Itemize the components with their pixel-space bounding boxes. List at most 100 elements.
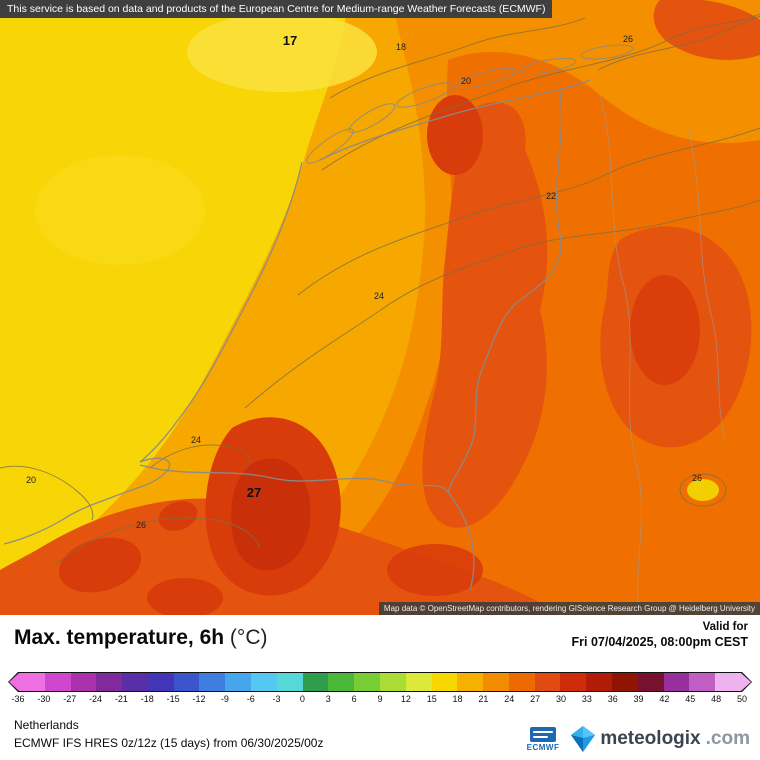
- colorbar-segment: [354, 673, 380, 691]
- deep-red-spot-east: [630, 275, 700, 385]
- colorbar-segment: [328, 673, 354, 691]
- ecmwf-logo-icon: [529, 727, 556, 742]
- deep-red-spot-south: [147, 578, 223, 615]
- valid-time-block: Valid for Fri 07/04/2025, 08:00pm CEST: [572, 621, 748, 649]
- colorbar-segment: [225, 673, 251, 691]
- colorbar-tick-label: 6: [351, 694, 357, 704]
- colorbar-tick-label: 0: [299, 694, 305, 704]
- map-contour-label: 20: [26, 475, 36, 485]
- sea-yellow-region: [0, 0, 348, 584]
- colorbar-segment: [199, 673, 225, 691]
- country-borders: [3, 44, 726, 615]
- map-value-labels: 17 18 20 26 22 24 24 20 26 27 26: [26, 33, 702, 530]
- colorbar-tick-label: 9: [377, 694, 383, 704]
- ecmwf-logo-label: ECMWF: [526, 743, 560, 752]
- meteologix-logo[interactable]: meteologix .com: [571, 726, 750, 752]
- map-attribution: Map data © OpenStreetMap contributors, r…: [378, 602, 760, 615]
- colorbar-segment: [457, 673, 483, 691]
- contour-lines: [0, 13, 760, 566]
- map-contour-label: 26: [623, 34, 633, 44]
- title-main: Max. temperature, 6h: [14, 626, 225, 649]
- hot-red-blob-northeast: [653, 0, 760, 60]
- colorbar-tick-label: -12: [192, 694, 206, 704]
- colorbar-segment: [483, 673, 509, 691]
- colorbar-tick-label: 12: [400, 694, 411, 704]
- colorbar-segment: [406, 673, 432, 691]
- deep-red-spot-north: [427, 95, 483, 175]
- temperature-colorbar: [8, 672, 752, 692]
- map-contour-label: 24: [374, 291, 384, 301]
- colorbar-tick-label: -21: [114, 694, 128, 704]
- colorbar-segment: [303, 673, 329, 691]
- colorbar-segment: [251, 673, 277, 691]
- colorbar-segment: [9, 673, 19, 691]
- map-extreme-label: 17: [283, 33, 297, 48]
- colorbar-segment: [689, 673, 715, 691]
- temperature-map: 17 18 20 26 22 24 24 20 26 27 26 This service is b…: [0, 0, 760, 615]
- colorbar-tick-label: 21: [478, 694, 489, 704]
- cool-spot-26: [687, 479, 719, 501]
- region-name: Netherlands: [14, 718, 79, 732]
- map-extreme-label: 27: [247, 485, 261, 500]
- cool-spot-17: [187, 12, 377, 92]
- ecmwf-service-banner: This service is based on data and produc…: [0, 0, 553, 18]
- colorbar-tick-label: 33: [581, 694, 592, 704]
- deep-red-spot-west: [158, 501, 198, 531]
- valid-for-label: Valid for: [702, 621, 748, 633]
- hot-red-band-center: [422, 102, 548, 528]
- map-contour-label: 26: [136, 520, 146, 530]
- colorbar-segment: [380, 673, 406, 691]
- colorbar-tick-label: -30: [37, 694, 51, 704]
- colorbar-tick-label: -24: [89, 694, 103, 704]
- meteologix-logo-name: meteologix: [600, 728, 701, 749]
- meteologix-gem-icon: [571, 726, 596, 752]
- colorbar-tick-label: 45: [685, 694, 696, 704]
- colorbar-segment: [586, 673, 612, 691]
- deep-red-spot-southcenter: [387, 544, 483, 596]
- colorbar-tick-label: 39: [633, 694, 644, 704]
- ecmwf-logo[interactable]: ECMWF: [527, 727, 560, 752]
- colorbar-segment: [432, 673, 458, 691]
- title-unit: (°C): [229, 626, 268, 649]
- valid-datetime: Fri 07/04/2025, 08:00pm CEST: [571, 635, 748, 649]
- colorbar-segment: [19, 673, 45, 691]
- colorbar-tick-label: 27: [530, 694, 541, 704]
- logo-row: ECMWF meteologix .com: [527, 726, 750, 752]
- colorbar-segment: [122, 673, 148, 691]
- colorbar-tick-label: -18: [140, 694, 154, 704]
- colorbar-tick-label: -15: [166, 694, 180, 704]
- colorbar-segment: [509, 673, 535, 691]
- map-contour-label: 24: [191, 435, 201, 445]
- colorbar-segment: [638, 673, 664, 691]
- colorbar-tick-label: -9: [220, 694, 229, 704]
- colorbar-tick-label: -3: [272, 694, 281, 704]
- colorbar-segment: [45, 673, 71, 691]
- deep-red-spot-southwest: [58, 537, 142, 593]
- colorbar-segment: [535, 673, 561, 691]
- colorbar-segment: [664, 673, 690, 691]
- colorbar-segment: [612, 673, 638, 691]
- colorbar-tick-label: 48: [711, 694, 722, 704]
- colorbar-segments: [9, 673, 751, 691]
- colorbar-segment: [71, 673, 97, 691]
- map-contour-label: 20: [461, 76, 471, 86]
- colorbar-tick-label: 50: [736, 694, 748, 704]
- colorbar-segment: [277, 673, 303, 691]
- info-panel: Max. temperature, 6h (°C) Valid for Fri …: [0, 615, 760, 760]
- colorbar-segment: [715, 673, 741, 691]
- map-contour-label: 26: [692, 473, 702, 483]
- map-contour-label: 22: [546, 191, 556, 201]
- colorbar-tick-label: 15: [426, 694, 437, 704]
- colorbar-tick-labels: -36 -30 -27 -24 -21 -18 -15 -12 -9 -6 -3 0 3 6 9 12 15 18…: [8, 694, 752, 706]
- sea-highlight: [35, 155, 205, 265]
- deep-red-core-27: [231, 458, 311, 571]
- colorbar-tick-label: 3: [325, 694, 331, 704]
- temperature-map-canvas: 17 18 20 26 22 24 24 20 26 27 26: [0, 0, 760, 615]
- colorbar-tick-label: 30: [555, 694, 567, 704]
- colorbar-tick-label: -36: [11, 694, 25, 704]
- colorbar-segment: [560, 673, 586, 691]
- colorbar-tick-label: 36: [607, 694, 618, 704]
- colorbar-tick-label: 42: [659, 694, 670, 704]
- colorbar-tick-label: 18: [452, 694, 463, 704]
- colorbar-segment: [741, 673, 751, 691]
